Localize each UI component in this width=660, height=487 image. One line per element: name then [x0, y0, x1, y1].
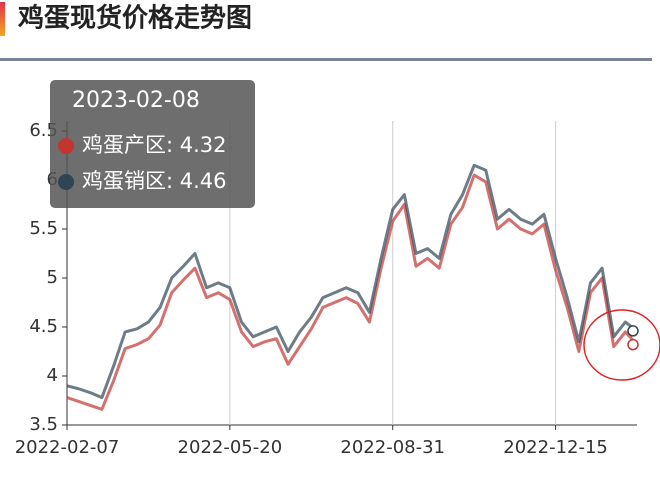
series-line [66, 163, 638, 400]
highlight-ellipse [583, 309, 660, 381]
tooltip-date: 2023-02-08 [72, 88, 200, 113]
series-name: 鸡蛋产区 [82, 133, 166, 157]
y-tick-label: 3.5 [29, 414, 58, 435]
separator: : [166, 169, 180, 193]
y-tick-label: 5.5 [29, 218, 58, 239]
series-value: 4.46 [180, 169, 227, 193]
tooltip-row: 鸡蛋销区: 4.46 [82, 169, 227, 193]
separator: : [166, 133, 180, 157]
tooltip-marker [58, 174, 74, 190]
title-underline [0, 58, 652, 61]
tooltip-box [50, 80, 255, 208]
end-point [627, 338, 639, 351]
title-accent [0, 2, 5, 36]
end-point [627, 325, 639, 337]
y-tick-label: 4.5 [29, 316, 58, 337]
series-line [66, 173, 639, 411]
series-value: 4.32 [180, 133, 227, 157]
chart-title: 鸡蛋现货价格走势图 [17, 3, 252, 34]
x-tick-label: 2022-02-07 [15, 437, 120, 458]
x-tick-label: 2022-12-15 [503, 437, 608, 458]
tooltip: 2023-02-08 鸡蛋产区: 4.32 鸡蛋销区: 4.46 [50, 80, 255, 208]
x-tick-label: 2022-05-20 [178, 437, 283, 458]
y-tick-label: 5 [47, 267, 58, 288]
y-tick-label: 4 [47, 365, 58, 386]
tooltip-marker [58, 138, 74, 154]
x-tick-label: 2022-08-31 [340, 437, 445, 458]
series-name: 鸡蛋销区 [82, 169, 166, 193]
tooltip-row: 鸡蛋产区: 4.32 [82, 133, 227, 157]
